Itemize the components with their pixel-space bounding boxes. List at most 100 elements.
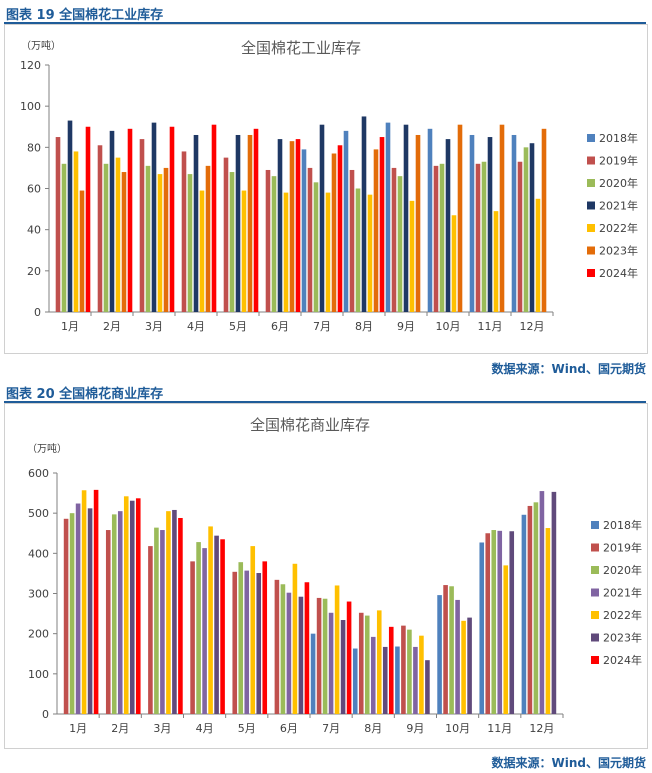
bar-2021年-12月 [529,143,535,312]
bar-2019年-1月 [55,137,61,312]
bar-2022年-5月 [250,546,256,714]
bar-2023年-7月 [340,620,346,714]
bar-2018年-11月 [479,542,485,714]
bar-2022年-11月 [503,565,509,714]
bar-2024年-8月 [379,137,385,312]
bar-2024年-1月 [93,489,99,714]
bar-2023年-10月 [467,617,472,714]
bar-2020年-5月 [229,172,235,312]
y-tick-label: 0 [34,306,41,319]
bar-2021年-7月 [328,612,334,714]
legend-swatch [587,246,595,255]
bar-2024年-3月 [169,126,175,312]
bar-2021年-9月 [413,646,418,714]
legend-label: 2019年 [603,541,642,555]
figure-20-caption: 图表 20 全国棉花商业库存 [6,387,164,402]
y-tick-label: 600 [28,467,49,480]
legend-label: 2022年 [599,221,638,235]
bar-2021年-2月 [109,130,115,312]
bar-2021年-9月 [403,124,409,312]
bar-2019年-8月 [349,169,355,312]
bar-2018年-10月 [427,128,433,312]
y-tick-label: 120 [20,59,41,72]
bar-2021年-12月 [539,491,545,714]
bar-2019年-3月 [139,139,145,312]
bar-2023年-4月 [214,535,219,714]
bar-2022年-9月 [409,200,415,312]
bar-2022年-2月 [123,496,129,714]
chart-industrial-inventory-frame: 全国棉花工业库存 （万吨） 0 20 40 60 80 100 120 1月 2月 3月 4月 5月 6月 7… [4,24,648,354]
legend-label: 2024年 [603,653,642,667]
y-unit-label: （万吨） [27,442,67,455]
x-tick-label: 7月 [313,320,331,333]
figure-20-source: 数据来源：Wind、国元期货 [491,756,646,770]
bar-2023年-5月 [247,134,253,312]
legend-swatch [591,633,599,642]
legend-label: 2021年 [599,199,638,213]
y-tick-label: 500 [28,507,49,520]
chart-industrial-inventory: 全国棉花工业库存 （万吨） 0 20 40 60 80 100 120 1月 2月 3月 4月 5月 6月 7… [20,39,638,333]
bar-2018年-7月 [301,149,307,312]
x-tick-label: 10月 [436,320,461,333]
x-tick-label: 9月 [397,320,415,333]
bar-2019年-11月 [475,163,481,312]
bar-2024年-2月 [127,128,133,312]
bar-2024年-7月 [346,601,352,714]
bar-2020年-1月 [61,163,67,312]
bar-2022年-10月 [451,215,457,312]
bar-2020年-3月 [145,165,151,312]
bar-2020年-11月 [491,530,497,714]
bar-2023年-11月 [499,124,505,312]
chart-title: 全国棉花商业库存 [250,416,370,434]
figure-19-source: 数据来源：Wind、国元期货 [491,362,646,376]
bar-2018年-11月 [469,134,475,312]
bar-2021年-4月 [193,134,199,312]
caption-divider [4,22,646,24]
bar-2019年-7月 [316,597,322,714]
x-tick-label: 12月 [529,722,554,735]
bar-2023年-3月 [172,509,177,714]
bar-2023年-1月 [79,190,85,312]
bar-2019年-9月 [391,167,397,312]
bar-2022年-5月 [241,190,247,312]
bar-2022年-4月 [199,190,205,312]
legend-label: 2020年 [599,176,638,190]
bar-2022年-6月 [292,563,298,714]
y-tick-label: 300 [28,588,49,601]
bar-2022年-3月 [166,511,171,714]
x-tick-label: 8月 [364,722,382,735]
bar-2020年-8月 [364,615,370,714]
bar-2023年-3月 [163,167,169,312]
y-unit-label: （万吨） [21,39,61,52]
caption-divider [4,401,646,403]
bar-2021年-8月 [361,116,367,312]
x-tick-label: 5月 [229,320,247,333]
bar-2023年-11月 [509,531,515,714]
bar-2020年-11月 [481,161,487,312]
legend-swatch [591,521,599,529]
bar-2018年-8月 [352,648,358,714]
figure-19-caption: 图表 19 全国棉花工业库存 [6,8,164,23]
bar-2018年-12月 [521,514,527,714]
bar-2019年-10月 [433,165,439,312]
bar-2020年-7月 [322,598,328,714]
bar-2022年-8月 [367,194,373,312]
legend-swatch [591,656,599,664]
bar-2019年-11月 [485,533,491,714]
bar-2021年-8月 [370,636,376,714]
bar-2021年-6月 [277,139,283,312]
bar-2023年-2月 [129,500,135,714]
bar-2021年-3月 [160,530,165,714]
legend-swatch [587,201,595,210]
bar-2021年-7月 [319,124,325,312]
bar-2024年-8月 [388,626,394,714]
y-tick-label: 0 [42,708,49,721]
bar-2019年-12月 [517,161,523,312]
x-tick-label: 3月 [145,320,163,333]
bar-2020年-10月 [449,586,454,714]
bar-2023年-5月 [256,573,262,714]
bar-2022年-11月 [493,211,499,312]
bar-2023年-9月 [415,134,421,312]
bar-2023年-6月 [289,141,295,312]
bar-2018年-8月 [343,130,349,312]
